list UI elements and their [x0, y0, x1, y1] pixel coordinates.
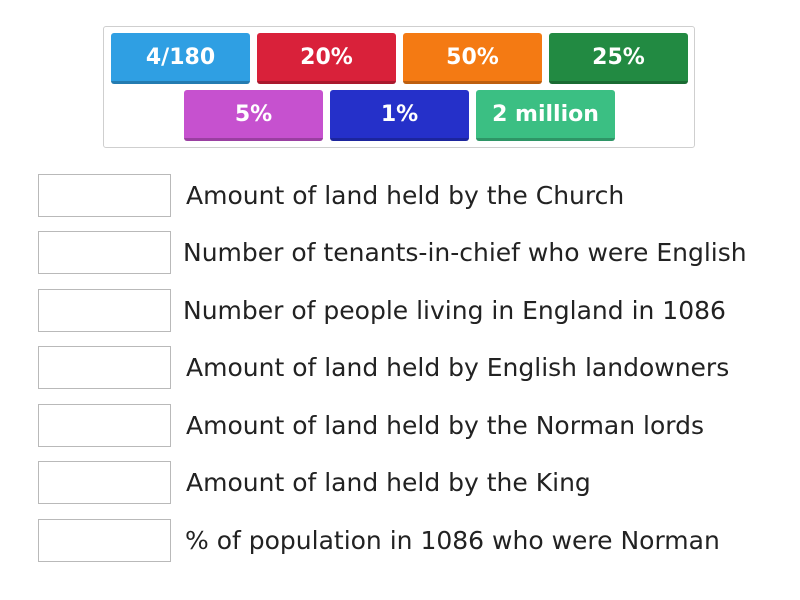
- tile-50-percent[interactable]: 50%: [403, 33, 542, 84]
- row-description: Amount of land held by the King: [186, 468, 591, 497]
- match-row: Number of tenants-in-chief who were Engl…: [38, 231, 778, 275]
- drop-slot[interactable]: [38, 519, 171, 562]
- match-row: Amount of land held by the Church: [38, 174, 778, 218]
- tile-20-percent[interactable]: 20%: [257, 33, 396, 84]
- drop-slot[interactable]: [38, 174, 171, 217]
- tile-2-million[interactable]: 2 million: [476, 90, 615, 141]
- row-description: Amount of land held by the Norman lords: [186, 411, 705, 440]
- tile-1-percent[interactable]: 1%: [330, 90, 469, 141]
- answer-tray: 4/180 20% 50% 25% 5% 1% 2 million: [103, 26, 695, 148]
- drop-slot[interactable]: [38, 346, 171, 389]
- row-description: Number of people living in England in 10…: [183, 296, 726, 325]
- row-description: Amount of land held by English landowner…: [186, 353, 730, 382]
- tile-5-percent[interactable]: 5%: [184, 90, 323, 141]
- row-description: Amount of land held by the Church: [186, 181, 625, 210]
- match-row: % of population in 1086 who were Norman: [38, 519, 778, 563]
- tile-25-percent[interactable]: 25%: [549, 33, 688, 84]
- tile-4-180[interactable]: 4/180: [111, 33, 250, 84]
- drop-slot[interactable]: [38, 231, 171, 274]
- row-description: % of population in 1086 who were Norman: [185, 526, 720, 555]
- drop-slot[interactable]: [38, 404, 171, 447]
- drop-slot[interactable]: [38, 289, 171, 332]
- match-row: Amount of land held by the King: [38, 461, 778, 505]
- match-row: Amount of land held by English landowner…: [38, 346, 778, 390]
- row-description: Number of tenants-in-chief who were Engl…: [183, 238, 747, 267]
- drop-slot[interactable]: [38, 461, 171, 504]
- match-row: Number of people living in England in 10…: [38, 289, 778, 333]
- match-row: Amount of land held by the Norman lords: [38, 404, 778, 448]
